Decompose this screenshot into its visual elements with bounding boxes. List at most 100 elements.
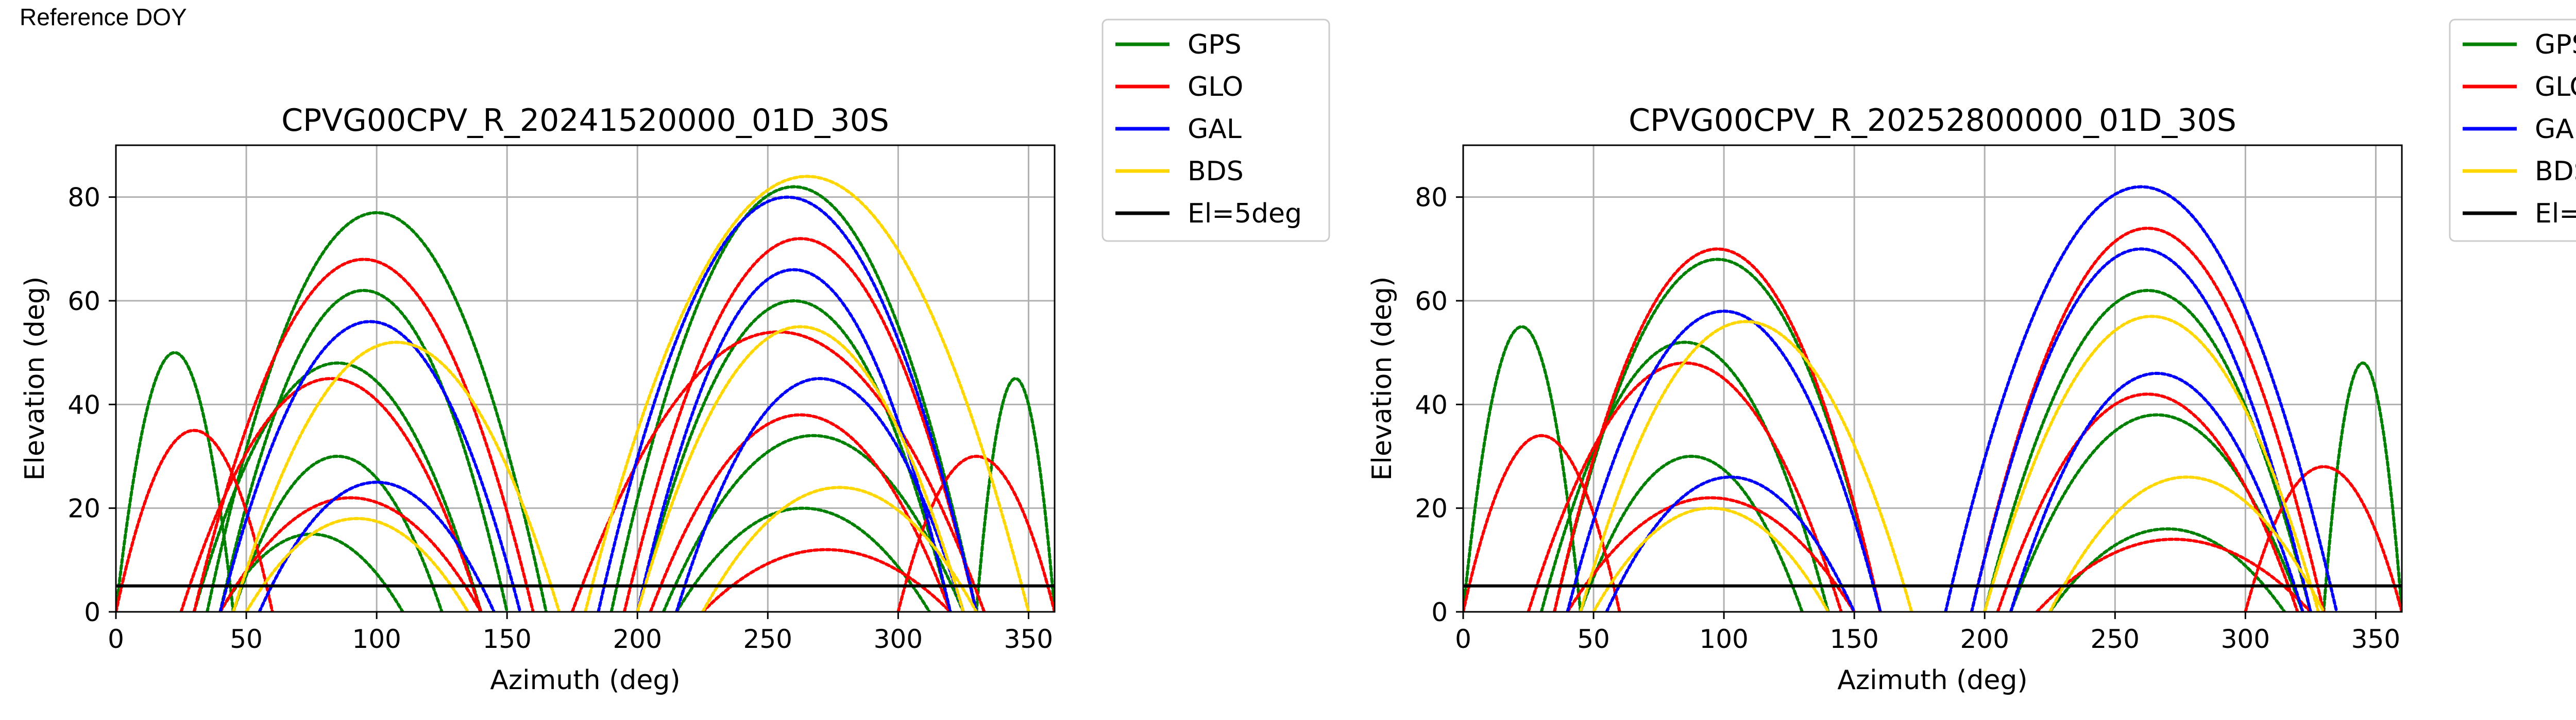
track-gps [975, 376, 1055, 612]
track-glo [1996, 392, 2299, 612]
y-tick-label: 20 [1415, 494, 1448, 524]
chart-panel-right: 0 50 100 150 200 250 300 350 0 20 40 60 80 CPVG00CPV_… [1367, 19, 2576, 696]
track-glo [1463, 434, 1621, 612]
x-tick-label: 50 [1577, 624, 1610, 654]
y-tick-label: 20 [67, 494, 100, 524]
x-tick-label: 50 [230, 624, 263, 654]
track-gal [597, 195, 978, 612]
tick-labels: 0 50 100 150 200 250 300 350 0 20 40 60 80 [1415, 183, 2400, 654]
legend-entry: GPS [2535, 29, 2576, 60]
track-bds [1983, 315, 2320, 612]
track-bds [701, 486, 978, 612]
track-gal [218, 320, 522, 612]
track-gps [218, 288, 509, 612]
legend-box [1101, 19, 1330, 242]
axes-frame [115, 144, 1056, 613]
legend-entry: GLO [1188, 72, 1243, 102]
track-glo [2035, 538, 2312, 612]
legend: GPS GLO GAL BDS El=5deg [2449, 19, 2576, 242]
tracks [1463, 185, 2402, 612]
track-gps [192, 361, 483, 612]
x-tick-label: 200 [613, 624, 662, 654]
legend-entry: GAL [2535, 114, 2576, 145]
track-gps [218, 532, 404, 612]
track-gal [1566, 310, 1882, 612]
y-tick-label: 80 [1415, 183, 1448, 213]
legend: GPS GLO GAL BDS El=5deg [1101, 19, 1330, 242]
track-glo [192, 258, 535, 612]
track-gps [609, 185, 978, 612]
legend-entry: GAL [1188, 114, 1242, 145]
y-axis-label: Elevation (deg) [20, 277, 50, 481]
x-tick-label: 0 [1455, 624, 1471, 654]
track-bds [1579, 320, 1913, 612]
x-tick-label: 200 [1960, 624, 2009, 654]
track-bds [231, 340, 561, 612]
chart-panel-left: 0 50 100 150 200 250 300 350 0 20 40 60 80 CPVG00CPV_… [20, 19, 1330, 696]
y-tick-label: 0 [84, 597, 100, 627]
track-gps [662, 434, 965, 612]
track-gal [675, 376, 965, 612]
x-tick-label: 250 [743, 624, 792, 654]
track-gal [2009, 371, 2304, 612]
track-glo [218, 496, 483, 612]
axes-frame [1462, 144, 2403, 613]
track-glo [701, 548, 952, 612]
legend-entry: El=5deg [2535, 198, 2576, 229]
y-tick-label: 0 [1431, 597, 1448, 627]
x-tick-label: 150 [482, 624, 531, 654]
x-tick-label: 350 [1004, 624, 1053, 654]
track-gps [116, 351, 235, 612]
track-glo [1553, 247, 1882, 612]
track-gps [1463, 325, 1582, 612]
tracks [116, 175, 1055, 612]
chart-title: CPVG00CPV_R_20241520000_01D_30S [281, 102, 889, 139]
track-bds [636, 325, 965, 612]
track-bds [584, 175, 1030, 612]
y-tick-label: 60 [67, 286, 100, 316]
x-tick-label: 300 [874, 624, 923, 654]
track-gps [1539, 340, 1830, 612]
track-gps [636, 299, 952, 612]
x-tick-label: 100 [1699, 624, 1748, 654]
legend-entry: GPS [1188, 29, 1242, 60]
x-tick-label: 300 [2221, 624, 2270, 654]
track-glo [622, 237, 978, 612]
y-tick-label: 80 [67, 183, 100, 213]
page-label: Reference DOY [20, 4, 187, 30]
tick-labels: 0 50 100 150 200 250 300 350 0 20 40 60 80 [67, 183, 1053, 654]
x-tick-label: 250 [2091, 624, 2140, 654]
track-gps [231, 454, 444, 612]
y-tick-label: 60 [1415, 286, 1448, 316]
x-tick-label: 150 [1829, 624, 1878, 654]
y-tick-label: 40 [67, 390, 100, 420]
x-axis-label: Azimuth (deg) [490, 665, 680, 696]
legend-entry: BDS [1188, 156, 1244, 187]
track-bds [245, 517, 470, 612]
legend-entry: El=5deg [1188, 198, 1302, 229]
legend-entry: GLO [2535, 72, 2576, 102]
x-axis-label: Azimuth (deg) [1837, 665, 2027, 696]
x-tick-label: 350 [2351, 624, 2400, 654]
track-gal [258, 481, 496, 612]
track-gal [1944, 185, 2338, 612]
track-gps [206, 211, 548, 612]
track-bds [1592, 506, 1830, 612]
track-gps [675, 506, 931, 612]
track-gps [2322, 361, 2402, 612]
chart-title: CPVG00CPV_R_20252800000_01D_30S [1629, 102, 2236, 139]
track-glo [179, 376, 483, 612]
track-glo [896, 454, 1055, 612]
track-glo [2244, 465, 2402, 612]
track-glo [116, 428, 274, 612]
track-glo [1566, 496, 1856, 612]
track-gal [636, 268, 952, 612]
y-axis-label: Elevation (deg) [1367, 277, 1398, 481]
grid [1462, 145, 2402, 613]
track-gal [1970, 247, 2312, 612]
track-glo [1970, 227, 2326, 612]
legend-entry: BDS [2535, 156, 2576, 187]
y-tick-label: 40 [1415, 390, 1448, 420]
track-bds [2048, 475, 2326, 612]
